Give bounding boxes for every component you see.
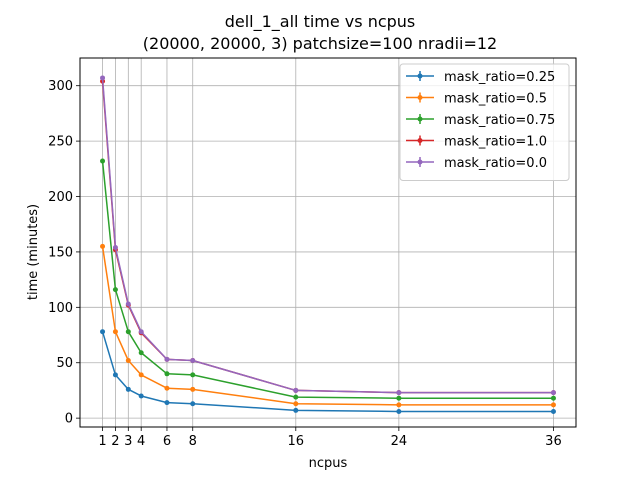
data-point-4-2 (125, 301, 131, 307)
data-point-4-1 (112, 244, 118, 250)
x-axis-label: ncpus (309, 456, 348, 471)
data-point-1-6 (293, 401, 299, 407)
data-point-0-5 (190, 401, 196, 407)
y-tick-label-2: 100 (48, 301, 73, 316)
series-1 (100, 243, 556, 408)
data-point-2-5 (190, 372, 196, 378)
data-point-0-7 (396, 408, 402, 414)
legend-swatch-marker-3 (417, 138, 423, 143)
axis-ticks: 1 2 3 4 6 8 16 24 36 0 50 100 150 200 250 300 (48, 79, 562, 449)
data-point-2-0 (100, 158, 106, 164)
legend-item-0: mask_ratio=0.25 (406, 70, 555, 85)
data-point-4-7 (396, 390, 402, 396)
x-tick-label-0: 1 (98, 434, 106, 449)
data-point-2-8 (550, 395, 556, 401)
legend-swatch-marker-0 (417, 73, 423, 79)
data-point-4-8 (550, 390, 556, 396)
data-point-2-1 (112, 287, 118, 293)
legend-swatch-marker-1 (417, 95, 423, 100)
legend: mask_ratio=0.25 mask_ratio=0.5 mask_ratio=… (399, 63, 570, 181)
legend-label-2: mask_ratio=0.75 (444, 113, 555, 128)
legend-item-3: mask_ratio=1.0 (406, 135, 547, 150)
data-point-1-7 (396, 402, 402, 408)
x-tick-label-2: 3 (124, 434, 132, 449)
x-tick-label-5: 8 (189, 434, 197, 449)
data-point-1-4 (164, 385, 170, 391)
data-point-0-1 (112, 372, 118, 378)
data-point-1-2 (125, 358, 131, 364)
legend-swatch-marker-2 (417, 116, 423, 122)
x-tick-label-1: 2 (111, 434, 119, 449)
data-point-1-1 (112, 329, 118, 335)
y-tick-label-1: 50 (56, 356, 73, 371)
data-point-1-3 (138, 372, 144, 378)
x-tick-label-7: 24 (391, 434, 408, 449)
chart-subtitle: (20000, 20000, 3) patchsize=100 nradii=1… (143, 34, 497, 53)
legend-box (399, 63, 570, 181)
legend-label-3: mask_ratio=1.0 (444, 135, 547, 150)
data-point-2-2 (125, 329, 131, 335)
data-point-2-3 (138, 350, 144, 356)
data-point-2-7 (396, 395, 402, 401)
data-point-1-5 (190, 386, 196, 392)
y-tick-label-3: 150 (48, 245, 73, 260)
series-0 (100, 329, 556, 414)
data-point-4-5 (190, 358, 196, 364)
series-2 (100, 158, 556, 401)
data-point-0-8 (550, 408, 556, 414)
x-tick-label-6: 16 (288, 434, 305, 449)
legend-label-1: mask_ratio=0.5 (444, 92, 547, 107)
data-point-0-3 (138, 393, 144, 399)
legend-item-1: mask_ratio=0.5 (406, 92, 547, 107)
legend-label-0: mask_ratio=0.25 (444, 70, 555, 85)
y-axis-label: time (minutes) (26, 204, 41, 300)
y-tick-label-6: 300 (48, 79, 73, 94)
y-tick-label-4: 200 (48, 190, 73, 205)
data-point-4-6 (293, 387, 299, 393)
data-point-4-3 (138, 329, 144, 335)
data-point-4-0 (100, 75, 106, 81)
legend-item-2: mask_ratio=0.75 (406, 113, 555, 128)
data-point-0-4 (164, 400, 170, 406)
x-tick-label-8: 36 (545, 434, 562, 449)
data-point-1-0 (100, 243, 106, 249)
series-lines (100, 75, 556, 414)
data-point-1-8 (550, 402, 556, 408)
chart-title: dell_1_all time vs ncpus (225, 12, 416, 32)
y-tick-label-5: 250 (48, 135, 73, 150)
data-point-0-6 (293, 407, 299, 413)
legend-label-4: mask_ratio=0.0 (444, 156, 547, 171)
data-point-2-6 (293, 394, 299, 400)
legend-swatch-marker-4 (417, 159, 423, 165)
legend-item-4: mask_ratio=0.0 (406, 156, 547, 171)
series-4 (100, 75, 556, 396)
data-point-0-0 (100, 329, 106, 335)
data-point-4-4 (164, 356, 170, 362)
data-point-2-4 (164, 371, 170, 377)
x-tick-label-3: 4 (137, 434, 145, 449)
y-tick-label-0: 0 (65, 412, 73, 427)
data-point-0-2 (125, 386, 131, 392)
x-tick-label-4: 6 (163, 434, 171, 449)
plot-frame (79, 57, 577, 428)
